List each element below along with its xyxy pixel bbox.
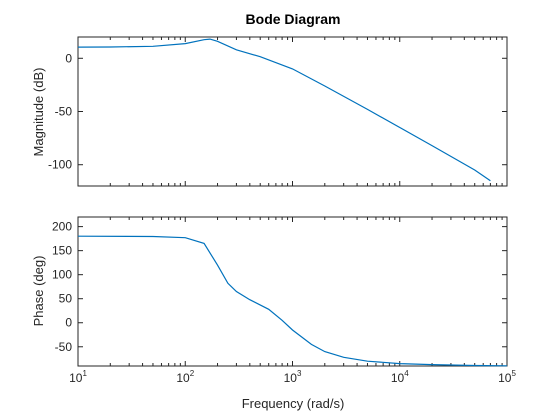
x-tick-label: 105 — [498, 369, 516, 385]
magnitude-y-ticks: 0 -50 -100 — [48, 51, 507, 172]
phase-y-tick-label: 0 — [65, 316, 72, 330]
magnitude-y-tick-label: 0 — [65, 51, 72, 65]
x-tick-label: 102 — [176, 369, 194, 385]
phase-y-tick-label: 100 — [52, 268, 72, 282]
magnitude-x-ticks — [77, 37, 508, 186]
phase-y-tick-label: -50 — [55, 340, 73, 354]
phase-axes-frame — [77, 216, 508, 367]
magnitude-y-tick-label: -50 — [55, 105, 73, 119]
phase-y-ticks: 200 150 100 50 0 -50 — [52, 220, 507, 354]
phase-y-label: Phase (deg) — [31, 256, 46, 327]
frequency-tick-labels: 101 102 103 104 105 — [69, 369, 516, 385]
magnitude-axes-frame — [77, 36, 508, 187]
x-tick-label: 103 — [284, 369, 302, 385]
phase-series-line — [77, 235, 508, 367]
magnitude-y-label: Magnitude (dB) — [31, 68, 46, 157]
magnitude-y-tick-label: -100 — [48, 158, 72, 172]
phase-y-tick-label: 150 — [52, 244, 72, 258]
magnitude-subplot: 0 -50 -100 Magnitude (dB) — [31, 36, 508, 187]
phase-y-tick-label: 200 — [52, 220, 72, 234]
phase-x-ticks — [77, 217, 508, 366]
phase-subplot: 200 150 100 50 0 -50 Phase (deg) — [31, 216, 508, 367]
x-axis-label: Frequency (rad/s) — [242, 396, 345, 411]
x-tick-label: 101 — [69, 369, 87, 385]
magnitude-series-line — [77, 38, 491, 182]
x-tick-label: 104 — [391, 369, 409, 385]
phase-y-tick-label: 50 — [59, 292, 73, 306]
chart-title: Bode Diagram — [246, 11, 341, 27]
